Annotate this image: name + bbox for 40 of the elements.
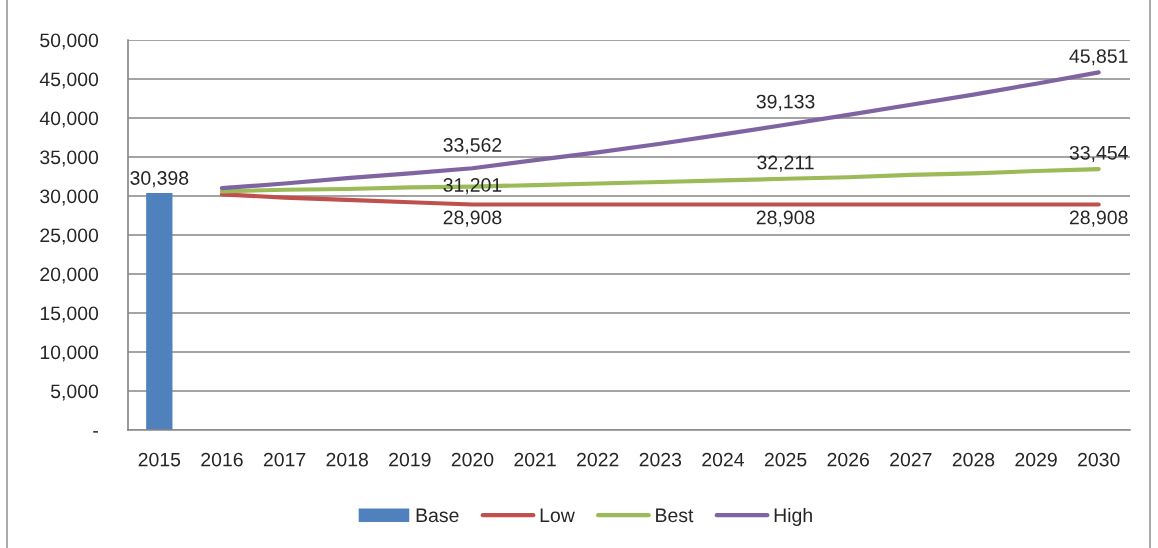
data-label: 28,908 xyxy=(443,210,502,227)
y-tick-label: 50,000 xyxy=(40,33,99,50)
data-label: 30,398 xyxy=(130,171,189,188)
y-tick-label: 45,000 xyxy=(39,72,99,89)
x-tick-label: 2019 xyxy=(389,452,431,467)
data-label: 33,562 xyxy=(443,138,502,155)
x-tick-label: 2021 xyxy=(514,452,556,467)
x-tick-label: 2016 xyxy=(201,452,243,467)
y-tick-label: 40,000 xyxy=(39,111,99,128)
data-label: 39,133 xyxy=(756,94,815,111)
y-tick-label: 25,000 xyxy=(40,228,99,245)
x-tick-label: 2023 xyxy=(639,452,682,467)
y-tick-label: - xyxy=(93,431,98,433)
x-tick-label: 2020 xyxy=(451,452,494,467)
legend-label: Base xyxy=(416,508,459,523)
legend-label: Best xyxy=(656,508,694,523)
data-label: 28,908 xyxy=(1069,210,1128,227)
x-tick-label: 2018 xyxy=(326,452,368,467)
x-tick-label: 2022 xyxy=(577,452,619,467)
y-tick-label: 15,000 xyxy=(40,306,99,323)
data-label: 45,851 xyxy=(1069,49,1128,66)
data-label: 28,908 xyxy=(756,210,815,227)
y-tick-label: 30,000 xyxy=(40,189,99,206)
x-tick-label: 2015 xyxy=(138,452,181,467)
x-tick-label: 2028 xyxy=(952,452,995,467)
y-tick-label: 35,000 xyxy=(40,150,99,167)
y-tick-label: 20,000 xyxy=(40,267,99,284)
x-tick-label: 2024 xyxy=(702,452,744,467)
x-tick-label: 2026 xyxy=(827,452,869,467)
data-label: 32,211 xyxy=(757,155,814,172)
legend-label: Low xyxy=(540,508,575,523)
x-tick-label: 2027 xyxy=(890,452,932,467)
y-tick-label: 5,000 xyxy=(50,384,99,401)
x-tick-label: 2030 xyxy=(1078,452,1120,467)
legend-label: High xyxy=(774,507,812,527)
x-tick-label: 2025 xyxy=(764,452,807,467)
y-tick-label: 10,000 xyxy=(40,345,99,362)
data-label: 33,454 xyxy=(1069,145,1128,162)
x-tick-label: 2017 xyxy=(263,452,306,467)
x-tick-label: 2029 xyxy=(1015,452,1057,467)
